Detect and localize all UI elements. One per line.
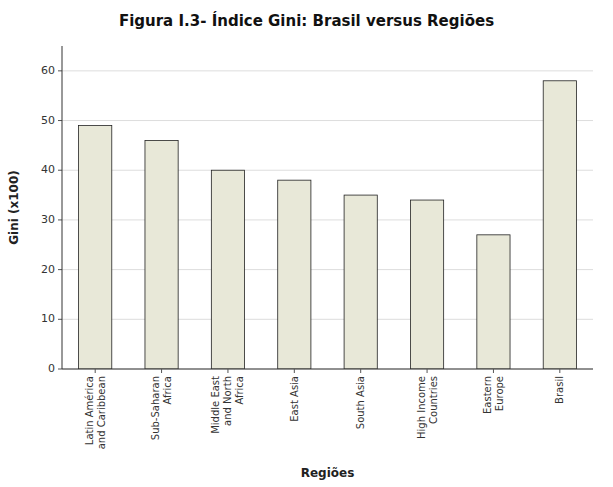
- bars: [79, 81, 577, 369]
- x-axis: [62, 369, 593, 370]
- y-axis-label: Gini (x100): [7, 170, 21, 245]
- bar: [79, 126, 112, 369]
- grid-line: [62, 70, 593, 71]
- y-tick-label: 10: [41, 312, 55, 325]
- x-tick: [559, 369, 560, 373]
- grid-line: [62, 170, 593, 171]
- y-tick: [58, 369, 62, 370]
- x-tick: [95, 369, 96, 373]
- y-axis: [62, 46, 63, 369]
- bar: [344, 195, 377, 369]
- bar: [145, 140, 178, 369]
- x-tick: [161, 369, 162, 373]
- x-tick-label: South Asia: [355, 376, 366, 429]
- x-tick: [294, 369, 295, 373]
- x-tick: [427, 369, 428, 373]
- x-tick: [493, 369, 494, 373]
- x-tick-label: Sub-SaharanAfrica: [150, 376, 173, 440]
- y-tick: [58, 219, 62, 220]
- bar: [543, 81, 576, 369]
- bar: [410, 200, 443, 369]
- grid-line: [62, 219, 593, 220]
- x-tick-label: High IncomeCountries: [416, 376, 439, 439]
- y-tick: [58, 70, 62, 71]
- y-tick-label: 30: [41, 213, 55, 226]
- y-tick: [58, 319, 62, 320]
- grid-line: [62, 120, 593, 121]
- x-tick-label: East Asia: [289, 376, 300, 422]
- x-tick: [360, 369, 361, 373]
- y-tick-label: 20: [41, 263, 55, 276]
- y-tick: [58, 269, 62, 270]
- x-tick-label: Brasil: [554, 376, 565, 404]
- x-tick-label: Middle Eastand NorthAfrica: [210, 376, 245, 434]
- y-tick-label: 40: [41, 163, 55, 176]
- grid-line: [62, 269, 593, 270]
- y-tick: [58, 170, 62, 171]
- y-tick: [58, 120, 62, 121]
- bar: [477, 235, 510, 369]
- bar: [278, 180, 311, 369]
- x-tick-label: Latin Américaand Caribbean: [84, 376, 107, 449]
- bar: [211, 170, 244, 369]
- x-axis-label: Regiões: [301, 466, 355, 480]
- x-tick-label: EasternEurope: [482, 376, 505, 414]
- y-tick-label: 60: [41, 64, 55, 77]
- y-tick-label: 0: [48, 362, 55, 375]
- y-tick-label: 50: [41, 114, 55, 127]
- grid-line: [62, 319, 593, 320]
- x-tick: [227, 369, 228, 373]
- title: Figura I.3- Índice Gini: Brasil versus R…: [119, 11, 494, 30]
- grid-line: [62, 369, 593, 370]
